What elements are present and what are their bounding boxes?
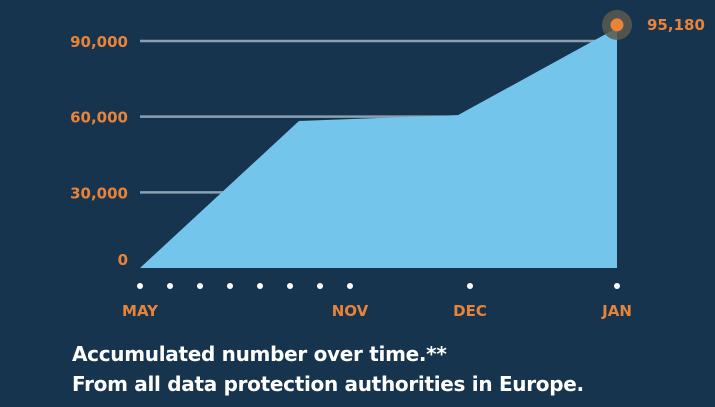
x-tick-label: MAY: [122, 302, 159, 320]
x-tick-label: JAN: [601, 302, 632, 320]
x-dot: [347, 283, 353, 289]
caption-line-1: Accumulated number over time.**: [72, 342, 447, 366]
caption-line-2: From all data protection authorities in …: [72, 372, 584, 396]
x-dot: [257, 283, 263, 289]
y-tick-label: 30,000: [70, 184, 128, 202]
y-tick-label: 0: [118, 251, 128, 269]
y-tick-label: 90,000: [70, 33, 128, 51]
y-tick-label: 60,000: [70, 109, 128, 127]
x-dot: [197, 283, 203, 289]
x-dot: [287, 283, 293, 289]
x-dot: [467, 283, 473, 289]
x-tick-label: NOV: [332, 302, 369, 320]
x-tick-label: DEC: [453, 302, 487, 320]
area-series: [140, 27, 617, 268]
value-annotation: 95,180: [647, 16, 705, 34]
area-chart: 0 30,000 60,000 90,000 MAY NOV DEC JAN 95,180: [70, 9, 705, 320]
highlight-point: [610, 18, 624, 32]
x-dot: [137, 283, 143, 289]
x-dot: [614, 283, 620, 289]
x-dot: [317, 283, 323, 289]
x-dot: [227, 283, 233, 289]
x-dot: [167, 283, 173, 289]
